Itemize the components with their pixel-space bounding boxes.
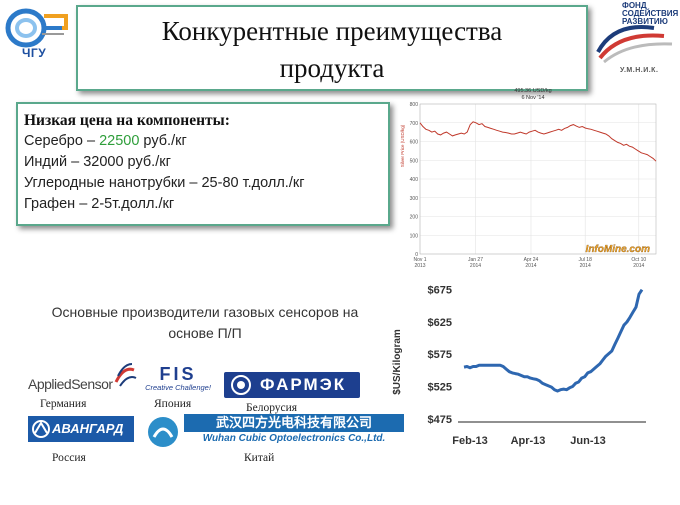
title-line-2: продукта [279,53,385,83]
chart1-y-tick-label: 800 [410,102,419,108]
chart2-y-tick-label: $525 [428,382,452,394]
country-belarus: Белорусия [246,402,298,414]
appliedsensor-swirl-icon [114,363,137,387]
country-russia: Россия [52,452,86,464]
silver-prefix: Серебро – [24,133,100,149]
country-germany: Германия [40,398,87,410]
chart1-y-tick-label: 200 [410,215,419,221]
chart1-title: 495.36 USD/kg [514,88,551,94]
fis-tagline: Creative Challenge! [145,383,211,392]
appliedsensor-logo: AppliedSensor [28,376,113,394]
chart2-y-tick-label: $575 [428,349,452,361]
fis-wordmark: FIS [159,364,197,384]
chart2-y-tick-label: $625 [428,317,452,329]
chart1-plot-frame [419,103,657,255]
silver-value: 22500 [99,133,140,149]
chart1-y-ticks: 0 100 200 300 400 500 600 700 800 [410,102,419,258]
wuhan-en-wordmark: Wuhan Cubic Optoelectronics Co.,Ltd. [202,433,386,444]
fis-logo: FIS Creative Challenge! [140,364,216,392]
price-chart-2013: $US/Kilogram $475 $525 $575 $625 $675 Feb-13… [392,285,646,447]
chart2-x-tick-label: Feb-13 [452,435,487,447]
producers-description: Основные производители газовых сенсоров … [51,304,359,341]
country-japan: Япония [154,398,192,410]
farmek-wordmark: ФАРМЭК [260,375,347,394]
silver-price-chart: 495.36 USD/kg 6 Nov '14 Silver Price (US… [400,88,657,269]
wuhan-cubic-logo: 武汉四方光电科技有限公司 Wuhan Cubic Optoelectronics… [146,414,406,450]
wuhan-emblem-icon [148,417,178,447]
chgu-label: ЧГУ [22,46,47,60]
chart1-y-tick-label: 600 [410,140,419,146]
chart1-x-tick-label: Jul 18 [579,257,593,263]
chart1-y-tick-label: 500 [410,158,419,164]
chart1-y-tick-label: 100 [410,233,419,239]
title-line-1: Конкурентные преимущества [161,16,503,46]
chart2-y-tick-label: $675 [428,285,452,297]
chart1-subtitle: 6 Nov '14 [521,95,544,101]
indium-price: Индий – 32000 руб./кг [24,154,171,170]
chart2-ylabel: $US/Kilogram [392,329,403,395]
chart1-x-tick-year: 2014 [470,263,481,269]
umnik-label: У.М.Н.И.К. [620,67,659,74]
fund-line-2: СОДЕЙСТВИЯ [622,9,679,18]
chart1-grid [419,103,657,255]
chart1-x-tick-label: Nov 1 [413,257,426,263]
chart1-x-tick-year: 2014 [633,263,644,269]
nanotubes-price: Углеродные нанотрубки – 25-80 т.долл./кг [24,175,305,191]
chart2-series-line [463,288,644,393]
fund-line-3: РАЗВИТИЮ [622,17,668,26]
chart1-y-tick-label: 0 [415,252,418,258]
chart1-x-tick-label: Jan 27 [468,257,483,263]
appliedsensor-wordmark: AppliedSensor [28,376,113,392]
silver-suffix: руб./кг [139,133,187,149]
chart1-y-tick-label: 700 [410,121,419,127]
avangard-emblem-icon [32,420,50,438]
farmek-logo: ФАРМЭК [224,372,360,398]
farmek-emblem-icon [231,375,251,395]
chart1-x-tick-label: Oct 10 [631,257,646,263]
chart2-x-tick-label: Apr-13 [511,435,546,447]
chgu-logo [4,6,72,58]
chart1-series-line [419,121,657,162]
chart1-ylabel: Silver Price (USD/kg) [400,124,405,167]
chart1-y-tick-label: 300 [410,196,419,202]
chart1-x-tick-label: Apr 24 [524,257,539,263]
chart2-y-ticks: $475 $525 $575 $625 $675 [428,285,452,426]
chart2-x-tick-label: Jun-13 [570,435,605,447]
avangard-logo: АВАНГАРД [28,416,134,442]
chart1-y-tick-label: 400 [410,177,419,183]
chart2-x-ticks: Feb-13 Apr-13 Jun-13 [452,435,605,447]
chart1-x-tick-year: 2014 [580,263,591,269]
prices-heading: Низкая цена на компоненты: [24,112,230,129]
chart1-x-tick-year: 2014 [525,263,536,269]
graphene-price: Графен – 2-5т.долл./кг [24,196,175,212]
fund-logo-text: ФОНД СОДЕЙСТВИЯ РАЗВИТИЮ [622,2,678,26]
component-prices-box: Низкая цена на компоненты: Серебро – 225… [16,102,390,226]
silver-price: Серебро – 22500 руб./кг [24,131,382,152]
slide-title: Конкурентные преимущества продукта [76,5,588,91]
avangard-wordmark: АВАНГАРД [52,421,124,436]
chart2-y-tick-label: $475 [428,414,452,426]
wuhan-cn-wordmark: 武汉四方光电科技有限公司 [184,414,404,432]
fund-line-1: ФОНД [622,1,647,10]
country-china: Китай [244,452,275,464]
fund-logo [594,2,678,72]
chart1-watermark: InfoMine.com [586,244,651,255]
chart1-x-tick-year: 2013 [414,263,425,269]
